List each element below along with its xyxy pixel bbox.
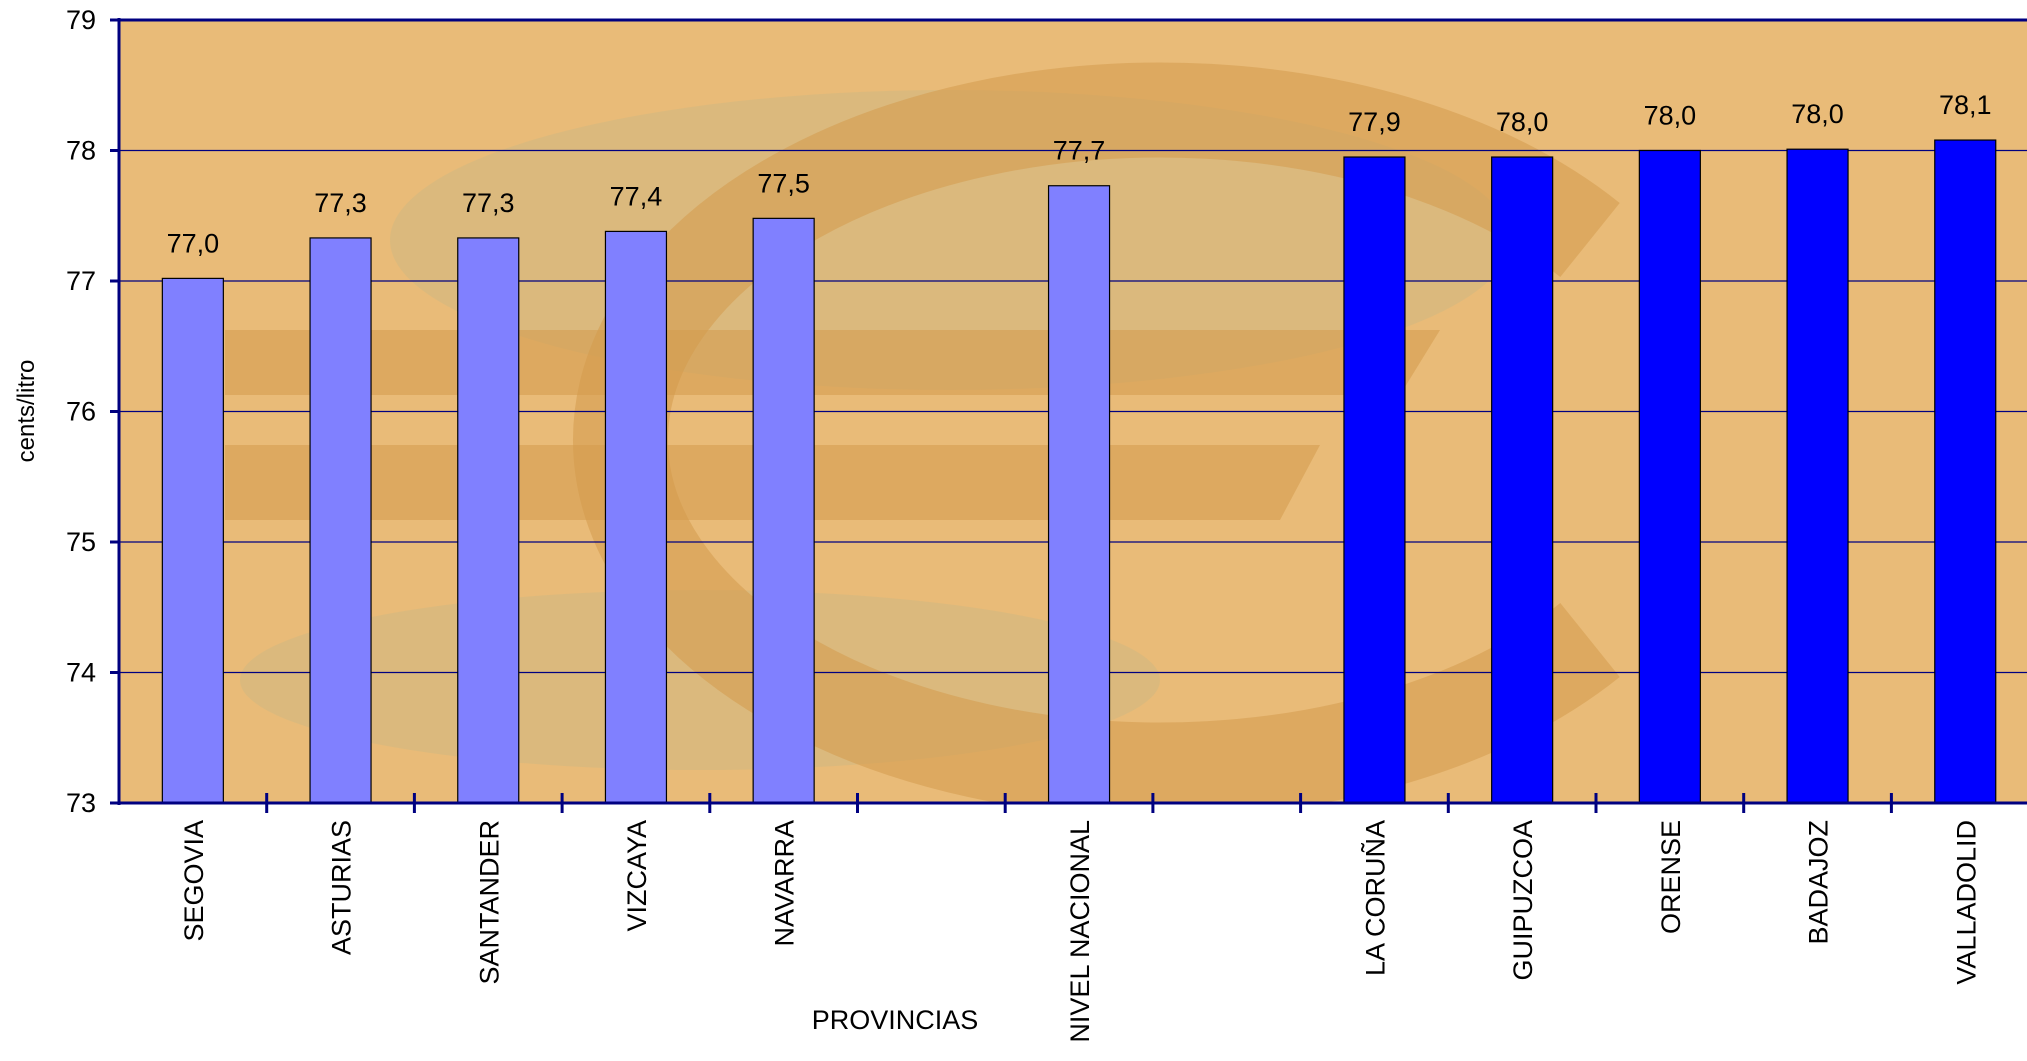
y-tick-label: 77 [66,266,96,296]
euro-bar-upper [225,330,1440,395]
y-tick-label: 73 [66,788,96,818]
category-label: BADAJOZ [1804,820,1834,945]
data-label: 78,0 [1496,107,1549,137]
category-label: SANTANDER [474,820,504,985]
data-label: 77,7 [1053,136,1106,166]
bar [1638,149,1701,804]
y-axis-ticks: 73 74 75 76 77 78 79 [66,5,119,818]
data-label: 77,3 [462,188,515,218]
data-label: 77,4 [610,181,663,211]
x-axis-title: PROVINCIAS [812,1005,979,1035]
data-label: 77,5 [757,168,810,198]
data-label: 77,3 [314,188,367,218]
bar [1047,185,1111,804]
bar [1343,156,1406,804]
bar [457,237,520,804]
category-label: NIVEL NACIONAL [1065,820,1095,1043]
data-label: 78,1 [1939,90,1992,120]
y-tick-label: 75 [66,527,96,557]
bar [752,217,815,804]
bar [1786,148,1849,804]
y-tick-label: 78 [66,136,96,166]
category-label: ORENSE [1656,820,1686,934]
category-label: NAVARRA [770,820,800,947]
y-tick-label: 74 [66,658,96,688]
category-label: GUIPUZCOA [1508,820,1538,981]
category-label: SEGOVIA [179,820,209,942]
x-axis-ticks [265,793,1893,813]
category-labels: SEGOVIA ASTURIAS SANTANDER VIZCAYA NAVARRA NI… [179,820,1981,1043]
category-label: VALLADOLID [1951,820,1981,985]
y-tick-label: 76 [66,397,96,427]
data-label: 77,0 [167,228,220,258]
category-label: LA CORUÑA [1359,820,1390,976]
data-label: 78,0 [1791,99,1844,129]
bars [161,139,1997,804]
y-tick-label: 79 [66,5,96,35]
bar [1491,156,1554,804]
bar [604,230,668,804]
data-label: 77,9 [1348,107,1401,137]
y-axis-title: cents/litro [13,360,40,463]
category-label: VIZCAYA [622,820,652,932]
data-labels: 77,0 77,3 77,3 77,4 77,5 77,7 77,9 78,0 78,0 78,0… [167,90,1992,258]
bar [1934,139,1997,804]
category-label: ASTURIAS [327,820,357,955]
bar [161,277,224,804]
data-label: 78,0 [1644,101,1697,131]
bar [309,237,372,804]
